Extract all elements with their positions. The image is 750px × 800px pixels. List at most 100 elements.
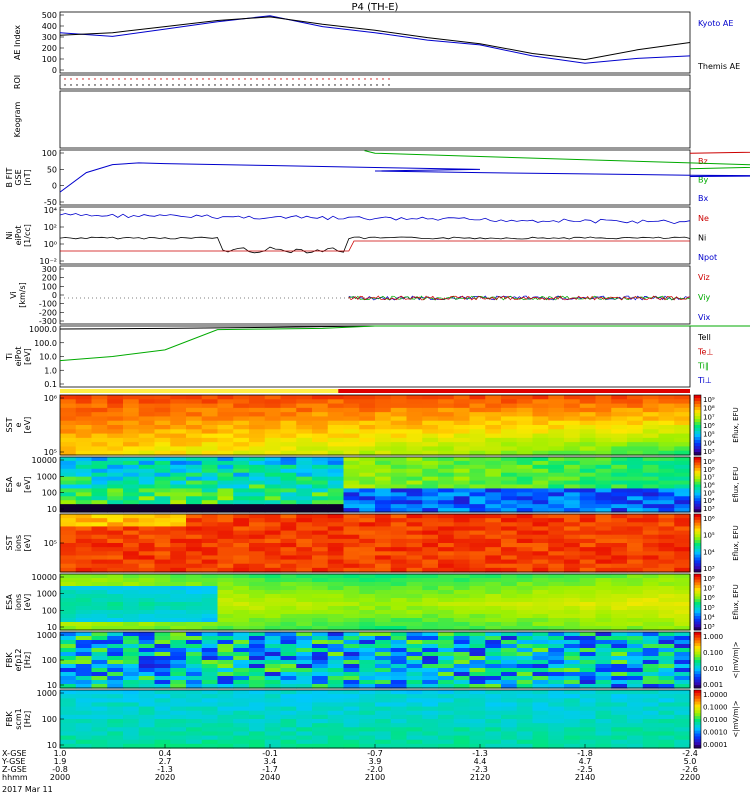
spectrogram-cell	[516, 706, 534, 712]
spectrogram-cell	[564, 518, 581, 523]
spectrogram-cell	[469, 522, 486, 528]
colorbar-segment	[694, 742, 701, 746]
roi-dot	[142, 84, 144, 86]
spectrogram-cell	[186, 504, 203, 509]
spectrogram-cell	[107, 727, 124, 733]
spectrogram-cell	[485, 500, 502, 505]
spectrogram-cell	[438, 457, 455, 462]
spectrogram-cell	[564, 626, 581, 631]
spectrogram-cell	[359, 437, 376, 443]
spectrogram-cell	[327, 582, 345, 587]
spectrogram-cell	[674, 636, 691, 641]
spectrogram-cell	[406, 488, 423, 493]
spectrogram-cell	[375, 660, 392, 665]
spectrogram-cell	[390, 714, 408, 720]
spectrogram-cell	[579, 664, 597, 669]
spectrogram-cell	[138, 727, 156, 733]
roi-dot	[136, 78, 138, 80]
spectrogram-cell	[453, 622, 471, 627]
spectrogram-cell	[107, 586, 124, 591]
spectrogram-cell	[375, 468, 392, 474]
spectrogram-cell	[658, 668, 675, 673]
spectrogram-cell	[658, 399, 675, 405]
spectrogram-cell	[532, 403, 549, 409]
spectrogram-cell	[642, 594, 660, 599]
spectrogram-cell	[296, 500, 313, 505]
spectrogram-cell	[516, 668, 534, 673]
spectrogram-cell	[658, 706, 675, 712]
spectrogram-cell	[406, 416, 423, 422]
spectrogram-cell	[595, 672, 612, 677]
spectrogram-cell	[406, 632, 423, 637]
colorbar-segment	[694, 563, 701, 567]
spectrogram-cell	[595, 668, 612, 673]
spectrogram-cell	[359, 420, 376, 426]
y-tick-label: 10.0	[39, 353, 57, 362]
spectrogram-cell	[296, 559, 313, 565]
spectrogram-cell	[249, 702, 266, 708]
series-line	[689, 151, 750, 154]
spectrogram-cell	[564, 526, 581, 532]
spectrogram-cell	[217, 407, 234, 413]
spectrogram-cell	[548, 739, 565, 745]
spectrogram-cell	[453, 698, 471, 704]
spectrogram-cell	[564, 680, 581, 685]
spectrogram-cell	[406, 559, 423, 565]
spectrogram-cell	[343, 574, 360, 579]
spectrogram-cell	[658, 488, 675, 493]
colorbar-segment	[694, 679, 701, 683]
spectrogram-cell	[249, 656, 266, 661]
spectrogram-cell	[564, 399, 581, 405]
spectrogram-cell	[170, 534, 187, 540]
spectrogram-cell	[217, 632, 234, 637]
spectrogram-cell	[170, 464, 187, 470]
spectrogram-cell	[532, 598, 549, 603]
spectrogram-cell	[453, 464, 471, 470]
spectrogram-cell	[359, 684, 376, 689]
spectrogram-cell	[642, 412, 660, 418]
spectrogram-cell	[674, 632, 691, 637]
spectrogram-cell	[138, 407, 156, 413]
spectrogram-cell	[107, 594, 124, 599]
spectrogram-cell	[60, 457, 77, 462]
spectrogram-cell	[264, 731, 282, 737]
spectrogram-cell	[501, 399, 518, 405]
spectrogram-cell	[674, 656, 691, 661]
spectrogram-cell	[642, 610, 660, 615]
spectrogram-cell	[60, 508, 77, 513]
x-tick-label: 2140	[575, 773, 595, 782]
spectrogram-cell	[264, 563, 282, 569]
spectrogram-cell	[327, 698, 345, 704]
spectrogram-cell	[107, 403, 124, 409]
spectrogram-cell	[359, 598, 376, 603]
spectrogram-cell	[674, 488, 691, 493]
spectrogram-cell	[123, 602, 140, 607]
spectrogram-cell	[343, 582, 360, 587]
spectrogram-cell	[595, 429, 612, 435]
spectrogram-cell	[548, 614, 565, 619]
spectrogram-cell	[390, 522, 408, 528]
spectrogram-cell	[186, 496, 203, 501]
spectrogram-cell	[422, 526, 439, 532]
spectrogram-cell	[453, 632, 471, 637]
spectrogram-cell	[422, 594, 439, 599]
spectrogram-cell	[359, 395, 376, 400]
spectrogram-cell	[201, 594, 219, 599]
spectrogram-cell	[469, 690, 486, 695]
spectrogram-cell	[296, 668, 313, 673]
spectrogram-cell	[233, 727, 250, 733]
spectrogram-cell	[390, 457, 408, 462]
spectrogram-cell	[564, 500, 581, 505]
colorbar-tick-label: 10⁷	[703, 585, 715, 593]
spectrogram-cell	[453, 602, 471, 607]
spectrogram-cell	[249, 547, 266, 552]
y-tick-label: 100	[42, 149, 57, 158]
spectrogram-cell	[375, 407, 392, 413]
spectrogram-cell	[516, 590, 534, 595]
spectrogram-cell	[170, 652, 187, 657]
spectrogram-cell	[390, 656, 408, 661]
spectrogram-cell	[264, 433, 282, 439]
spectrogram-cell	[217, 412, 234, 418]
spectrogram-cell	[217, 640, 234, 645]
